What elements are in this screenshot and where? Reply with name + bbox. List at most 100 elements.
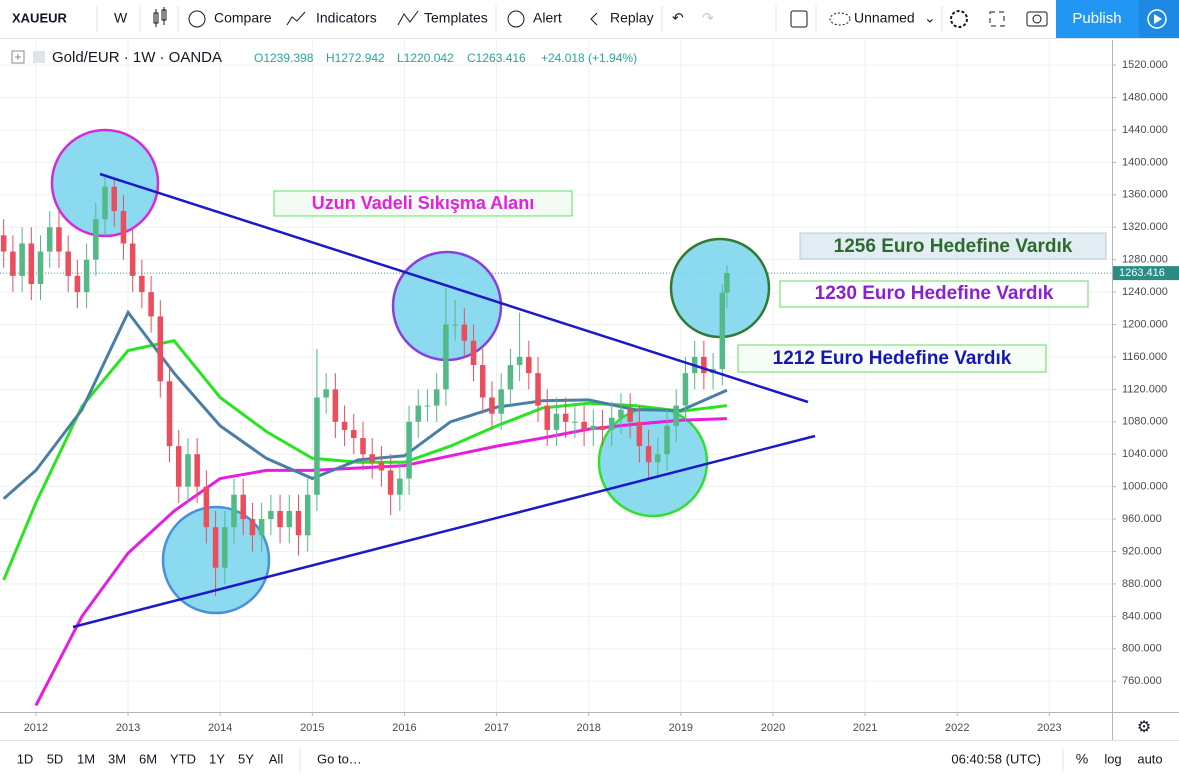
undo-button[interactable]: ↶ (672, 10, 684, 26)
annotation-box (779, 280, 1089, 308)
candle-body (378, 462, 385, 471)
candle-body (258, 519, 265, 536)
range-button[interactable]: 1D (17, 751, 34, 766)
candle-body (83, 259, 90, 293)
settings-icon[interactable] (950, 10, 968, 28)
legend-expand[interactable] (11, 50, 25, 64)
indicators-button[interactable]: Indicators (316, 10, 377, 26)
candle-body (341, 421, 348, 430)
candle-body (185, 454, 191, 487)
y-tick-label: 1520.000 (1122, 59, 1168, 71)
y-tick-label: 1320.000 (1122, 221, 1168, 233)
range-button[interactable]: YTD (170, 751, 196, 766)
axis-settings[interactable]: ⚙ (1137, 719, 1151, 736)
range-button[interactable]: All (269, 751, 284, 766)
templates-button[interactable]: Templates (424, 10, 488, 26)
chart-type-icon[interactable] (153, 7, 167, 27)
redo-button[interactable]: ↷ (702, 10, 714, 26)
candle-body (286, 510, 293, 528)
templates-icon[interactable] (397, 10, 419, 26)
range-button[interactable]: 5D (47, 751, 64, 766)
candle-body (46, 227, 53, 252)
candle-body (157, 316, 164, 382)
candle-body (655, 454, 661, 463)
compare-icon[interactable] (188, 10, 206, 28)
y-tick-label: 1240.000 (1122, 286, 1168, 298)
annotation-box (737, 344, 1047, 373)
candle-body (673, 405, 679, 426)
indicators-icon[interactable] (286, 11, 306, 26)
candle-body (351, 429, 357, 439)
cloud-icon[interactable] (829, 12, 851, 26)
candle-body (443, 324, 449, 390)
overlays (72, 172, 816, 629)
candle-body (56, 227, 62, 252)
highlight-circle (597, 406, 709, 518)
y-tick-label: 1280.000 (1122, 254, 1168, 266)
x-tick-label: 2015 (300, 722, 324, 734)
y-tick-label: 960.000 (1122, 513, 1162, 525)
symbol-logo (33, 51, 45, 63)
candle-body (203, 486, 210, 528)
replay-icon[interactable] (590, 12, 598, 26)
layout-menu[interactable]: ⌄ (924, 10, 936, 26)
alert-icon[interactable] (507, 10, 525, 28)
publish-label[interactable]: Publish (1072, 10, 1121, 27)
fullscreen-icon[interactable] (989, 11, 1005, 27)
candle-body (724, 273, 730, 293)
candle-body (406, 421, 412, 479)
candle-body (479, 365, 486, 398)
candle-body (369, 454, 375, 463)
trend-line (72, 434, 816, 629)
x-tick-label: 2017 (484, 722, 508, 734)
candle-body (387, 470, 394, 495)
candle-body (304, 494, 311, 536)
x-tick-label: 2022 (945, 722, 969, 734)
y-tick-label: 1160.000 (1122, 351, 1167, 363)
annotation-box (799, 232, 1107, 260)
range-button[interactable]: 1Y (209, 751, 225, 766)
x-tick-label: 2020 (761, 722, 785, 734)
candle-body (249, 519, 256, 536)
x-tick-label: 2014 (208, 722, 232, 734)
fullscreen-select[interactable] (790, 10, 808, 28)
interval[interactable]: W (114, 10, 128, 26)
replay-button[interactable]: Replay (610, 10, 654, 26)
goto-button[interactable]: Go to… (317, 751, 362, 766)
y-tick-label: 1360.000 (1122, 189, 1168, 201)
candle-body (535, 373, 541, 406)
range-button[interactable]: 1M (77, 751, 95, 766)
candle-body (111, 186, 118, 212)
legend-low: L1220.042 (397, 51, 454, 65)
candle-body (608, 417, 615, 430)
percent-toggle[interactable]: % (1076, 751, 1088, 767)
candle-body (323, 389, 329, 398)
candle-body (645, 446, 652, 463)
candle-body (397, 478, 403, 495)
legend-high: H1272.942 (326, 51, 385, 65)
candle-body (231, 494, 237, 528)
candle-body (618, 409, 624, 418)
range-button[interactable]: 6M (139, 751, 157, 766)
publish-button[interactable] (1056, 0, 1139, 38)
legend-close: C1263.416 (467, 51, 526, 65)
candle-body (222, 527, 228, 568)
candle-body (120, 211, 127, 244)
auto-toggle[interactable]: auto (1137, 751, 1162, 766)
range-button[interactable]: 3M (108, 751, 126, 766)
y-tick-label: 1480.000 (1122, 91, 1168, 103)
snapshot-icon[interactable] (1026, 11, 1048, 27)
log-toggle[interactable]: log (1104, 751, 1121, 766)
annotation: Uzun Vadeli Sıkışma Alanı (312, 193, 534, 213)
moving-average (2, 309, 728, 500)
range-button[interactable]: 5Y (238, 751, 254, 766)
alert-button[interactable]: Alert (533, 10, 562, 26)
symbol[interactable]: XAUEUR (12, 10, 68, 25)
candle-body (562, 413, 569, 422)
candle-body (240, 494, 246, 520)
candle-body (65, 251, 71, 276)
annotation: 1256 Euro Hedefine Vardık (834, 236, 1073, 257)
x-tick-label: 2021 (853, 722, 877, 734)
layout-name[interactable]: Unnamed (854, 10, 915, 26)
compare-button[interactable]: Compare (214, 10, 272, 26)
